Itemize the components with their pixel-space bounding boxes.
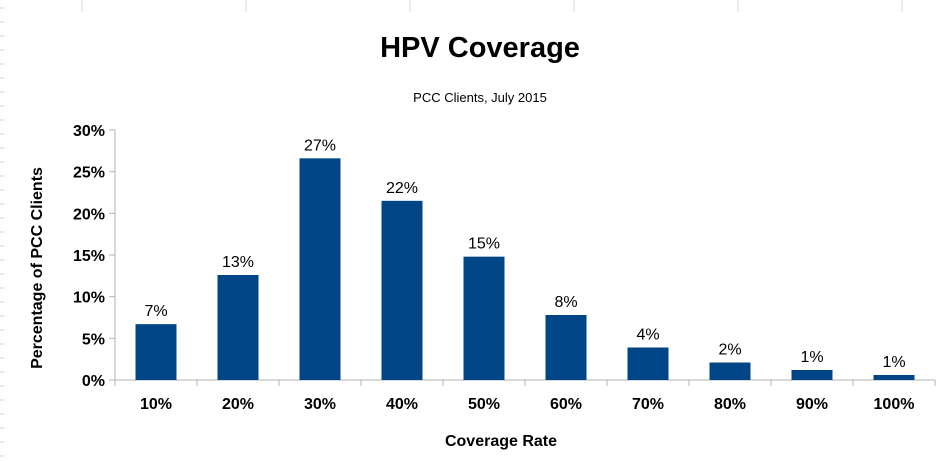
- y-tick-label: 15%: [73, 248, 105, 265]
- x-tick-label: 40%: [386, 396, 418, 413]
- x-axis-title: Coverage Rate: [445, 433, 557, 450]
- bar: [873, 375, 915, 380]
- x-tick-label: 30%: [304, 396, 336, 413]
- bar-data-label: 13%: [222, 254, 254, 271]
- bar-data-label: 7%: [144, 303, 167, 320]
- y-tick-label: 25%: [73, 165, 105, 182]
- bar-data-label: 27%: [304, 137, 336, 154]
- y-tick-label: 30%: [73, 123, 105, 140]
- y-tick-label: 5%: [82, 331, 105, 348]
- chart-title: HPV Coverage: [380, 32, 580, 64]
- bar: [299, 158, 341, 380]
- x-tick-label: 20%: [222, 396, 254, 413]
- data-labels: 7% 13% 27% 22% 15% 8% 4% 2% 1% 1%: [144, 137, 905, 371]
- bar: [791, 370, 833, 380]
- bar: [709, 362, 751, 380]
- chart-subtitle: PCC Clients, July 2015: [413, 90, 547, 105]
- bar-data-label: 8%: [554, 294, 577, 311]
- x-tick-label: 10%: [140, 396, 172, 413]
- y-tick-label: 0%: [82, 373, 105, 390]
- x-tick-label: 70%: [632, 396, 664, 413]
- bar: [217, 275, 259, 380]
- bar-data-label: 1%: [882, 354, 905, 371]
- bar-series: [135, 158, 915, 380]
- bar: [545, 315, 587, 380]
- x-tick-label: 90%: [796, 396, 828, 413]
- bar-data-label: 2%: [718, 342, 741, 359]
- y-tick-label: 20%: [73, 206, 105, 223]
- bar: [463, 256, 505, 380]
- y-tick-label: 10%: [73, 290, 105, 307]
- y-axis: 0% 5% 10% 15% 20% 25% 30%: [73, 123, 116, 390]
- bar-data-label: 1%: [800, 349, 823, 366]
- bar-data-label: 22%: [386, 180, 418, 197]
- bar-data-label: 4%: [636, 327, 659, 344]
- bar: [381, 200, 423, 380]
- bar: [135, 324, 177, 380]
- background-grid-lines: [0, 0, 903, 457]
- x-tick-label: 60%: [550, 396, 582, 413]
- x-tick-label: 80%: [714, 396, 746, 413]
- x-tick-label: 100%: [874, 396, 915, 413]
- bar-data-label: 15%: [468, 236, 500, 253]
- y-axis-title: Percentage of PCC Clients: [29, 167, 46, 369]
- x-tick-label: 50%: [468, 396, 500, 413]
- x-axis: 10% 20% 30% 40% 50% 60% 70% 80% 90% 100%: [114, 379, 936, 413]
- bar: [627, 347, 669, 380]
